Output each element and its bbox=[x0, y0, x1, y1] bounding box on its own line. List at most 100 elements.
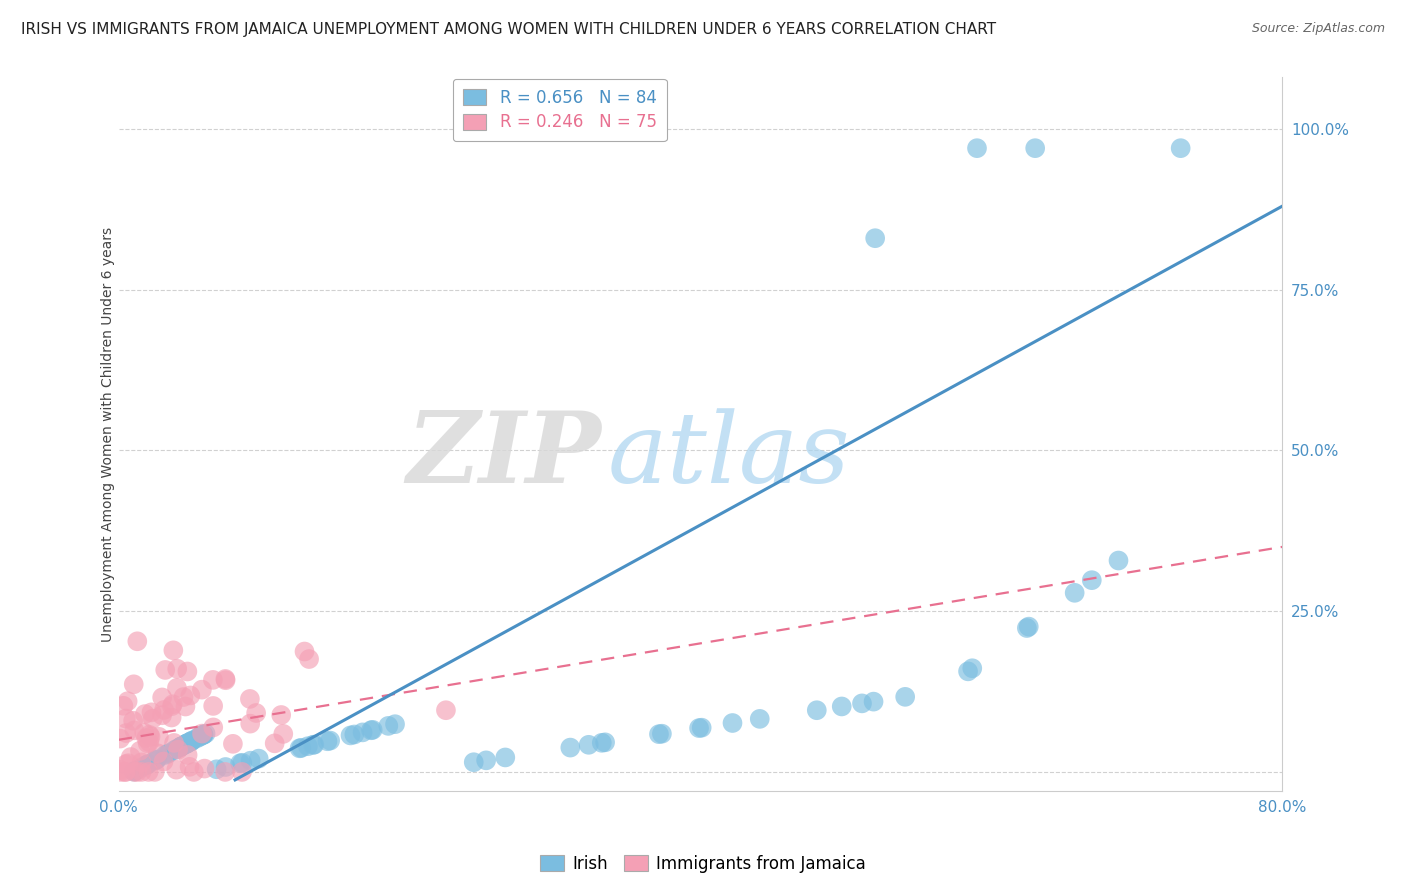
Point bbox=[127, 634, 149, 648]
Point bbox=[863, 231, 886, 245]
Point bbox=[578, 738, 600, 752]
Point bbox=[163, 743, 186, 757]
Point bbox=[176, 747, 198, 762]
Point bbox=[157, 746, 180, 760]
Point bbox=[165, 763, 187, 777]
Point bbox=[146, 752, 169, 766]
Point bbox=[174, 737, 197, 751]
Point bbox=[156, 747, 179, 761]
Point bbox=[166, 742, 188, 756]
Point bbox=[174, 699, 197, 714]
Point bbox=[169, 740, 191, 755]
Point bbox=[145, 753, 167, 767]
Point bbox=[360, 723, 382, 738]
Point bbox=[297, 739, 319, 754]
Point bbox=[180, 734, 202, 748]
Point bbox=[222, 737, 245, 751]
Point bbox=[201, 673, 224, 687]
Point bbox=[115, 712, 138, 726]
Point bbox=[434, 703, 457, 717]
Point bbox=[651, 727, 673, 741]
Point bbox=[135, 731, 157, 746]
Point bbox=[721, 716, 744, 731]
Point bbox=[115, 726, 138, 740]
Point bbox=[239, 692, 262, 706]
Point bbox=[166, 662, 188, 676]
Point bbox=[134, 725, 156, 739]
Point bbox=[214, 764, 236, 779]
Point bbox=[962, 661, 984, 675]
Point bbox=[591, 736, 613, 750]
Point bbox=[135, 757, 157, 772]
Point bbox=[129, 761, 152, 775]
Point bbox=[214, 760, 236, 774]
Point bbox=[134, 707, 156, 722]
Text: IRISH VS IMMIGRANTS FROM JAMAICA UNEMPLOYMENT AMONG WOMEN WITH CHILDREN UNDER 6 : IRISH VS IMMIGRANTS FROM JAMAICA UNEMPLO… bbox=[21, 22, 997, 37]
Point bbox=[1170, 141, 1192, 155]
Point bbox=[1108, 553, 1130, 567]
Point bbox=[176, 737, 198, 751]
Point bbox=[155, 663, 177, 677]
Point bbox=[191, 682, 214, 697]
Point bbox=[231, 764, 253, 779]
Point bbox=[170, 739, 193, 754]
Point bbox=[862, 695, 884, 709]
Point bbox=[160, 699, 183, 714]
Legend: Irish, Immigrants from Jamaica: Irish, Immigrants from Jamaica bbox=[534, 848, 872, 880]
Point bbox=[191, 726, 214, 740]
Point bbox=[688, 721, 710, 735]
Point bbox=[179, 760, 201, 774]
Point bbox=[143, 753, 166, 767]
Point bbox=[131, 756, 153, 770]
Point bbox=[173, 690, 195, 704]
Point bbox=[271, 727, 294, 741]
Point bbox=[319, 733, 342, 747]
Point bbox=[302, 738, 325, 752]
Point bbox=[122, 764, 145, 779]
Point bbox=[150, 690, 173, 705]
Point bbox=[114, 764, 136, 779]
Point bbox=[141, 706, 163, 720]
Point bbox=[361, 723, 384, 737]
Point bbox=[170, 739, 193, 754]
Point bbox=[806, 703, 828, 717]
Point bbox=[112, 698, 135, 713]
Point bbox=[205, 762, 228, 776]
Point bbox=[152, 755, 174, 769]
Point bbox=[560, 740, 582, 755]
Point bbox=[136, 736, 159, 750]
Point bbox=[181, 733, 204, 747]
Point bbox=[202, 698, 225, 713]
Point bbox=[1015, 621, 1038, 635]
Y-axis label: Unemployment Among Women with Children Under 6 years: Unemployment Among Women with Children U… bbox=[101, 227, 115, 642]
Point bbox=[155, 747, 177, 762]
Point bbox=[143, 764, 166, 779]
Point bbox=[966, 141, 988, 155]
Point bbox=[170, 739, 193, 754]
Point bbox=[124, 764, 146, 778]
Point bbox=[122, 764, 145, 779]
Point bbox=[122, 714, 145, 728]
Point bbox=[176, 736, 198, 750]
Point bbox=[138, 728, 160, 742]
Point bbox=[162, 698, 184, 712]
Point bbox=[690, 721, 713, 735]
Point bbox=[120, 750, 142, 764]
Point bbox=[190, 729, 212, 743]
Point bbox=[294, 644, 316, 658]
Point bbox=[384, 717, 406, 731]
Point bbox=[298, 652, 321, 666]
Point bbox=[117, 694, 139, 708]
Point bbox=[108, 731, 131, 746]
Point bbox=[174, 737, 197, 751]
Point bbox=[475, 753, 498, 767]
Point bbox=[194, 726, 217, 740]
Point bbox=[179, 689, 201, 703]
Point bbox=[176, 665, 198, 679]
Point bbox=[1081, 573, 1104, 587]
Point bbox=[167, 742, 190, 756]
Point bbox=[186, 731, 208, 746]
Point bbox=[150, 708, 173, 723]
Point bbox=[214, 672, 236, 686]
Legend: R = 0.656   N = 84, R = 0.246   N = 75: R = 0.656 N = 84, R = 0.246 N = 75 bbox=[453, 78, 666, 141]
